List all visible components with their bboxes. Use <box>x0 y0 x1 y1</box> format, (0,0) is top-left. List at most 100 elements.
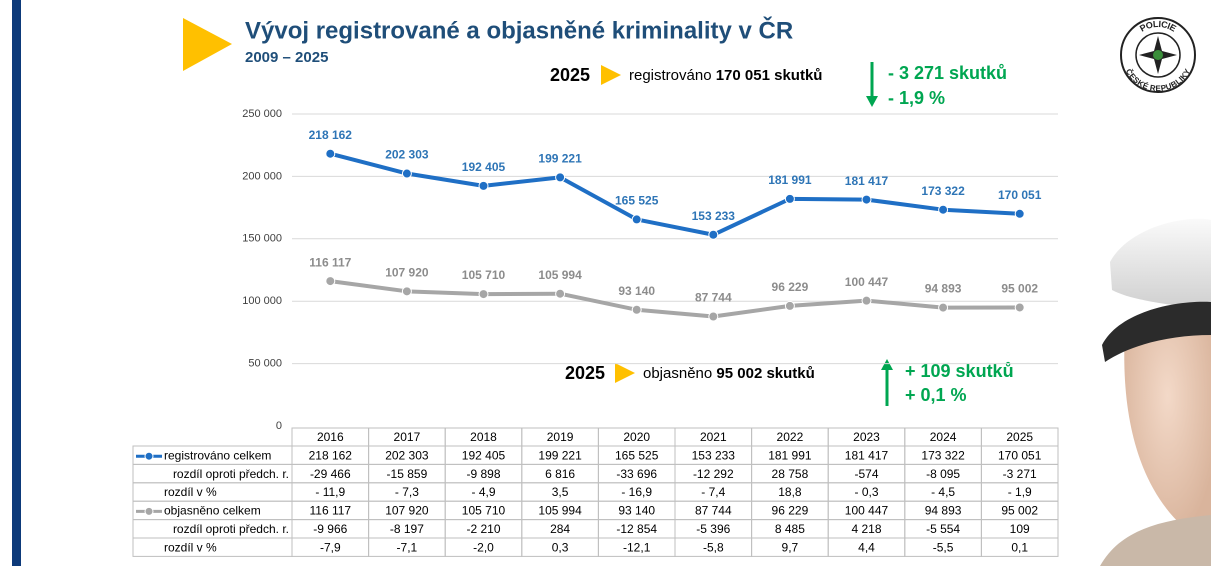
table-value: -7,1 <box>397 540 418 554</box>
table-value: 109 <box>1010 522 1030 536</box>
table-value: - 7,4 <box>701 485 725 499</box>
table-value: 0,3 <box>552 540 569 554</box>
point <box>556 289 565 298</box>
table-value: -2,0 <box>473 540 494 554</box>
legend-marker <box>145 452 153 460</box>
table-value: 6 816 <box>545 467 575 481</box>
table-value: - 4,9 <box>471 485 495 499</box>
data-label: 116 117 <box>309 255 351 269</box>
point <box>632 215 641 224</box>
table-value: -8 095 <box>926 467 960 481</box>
point <box>1015 209 1024 218</box>
table-value: 192 405 <box>462 448 506 462</box>
table-value: 94 893 <box>925 504 962 518</box>
data-label: 192 405 <box>462 160 506 174</box>
table-value: 181 991 <box>768 448 812 462</box>
data-label: 181 417 <box>845 174 889 188</box>
data-label: 93 140 <box>618 284 655 298</box>
table-value: -33 696 <box>616 467 657 481</box>
title-triangle <box>183 18 232 71</box>
table-value: 153 233 <box>692 448 736 462</box>
table-value: -8 197 <box>390 522 424 536</box>
table-value: 218 162 <box>309 448 353 462</box>
x-tick-label: 2019 <box>547 430 574 444</box>
x-tick-label: 2022 <box>777 430 804 444</box>
data-label: 107 920 <box>385 265 429 279</box>
photo-collar <box>1100 515 1211 566</box>
row-label: rozdíl oproti předch. r. <box>173 522 289 536</box>
table-value: 8 485 <box>775 522 805 536</box>
table-value: -9 966 <box>313 522 347 536</box>
table-value: 181 417 <box>845 448 889 462</box>
data-label: 105 710 <box>462 268 506 282</box>
arrow-head <box>866 96 878 107</box>
y-tick-label: 250 000 <box>242 108 282 120</box>
table-value: 202 303 <box>385 448 429 462</box>
table-value: 199 221 <box>538 448 582 462</box>
point <box>1015 303 1024 312</box>
table-value: 173 322 <box>921 448 965 462</box>
table-value: 18,8 <box>778 485 802 499</box>
legend-marker <box>145 507 153 515</box>
table-value: 100 447 <box>845 504 889 518</box>
data-label: 165 525 <box>615 194 659 208</box>
table-value: 116 117 <box>309 504 351 518</box>
data-label: 199 221 <box>538 152 582 166</box>
point <box>479 181 488 190</box>
y-tick-label: 100 000 <box>242 295 282 307</box>
logo-center <box>1153 50 1163 60</box>
row-label: rozdíl v % <box>164 540 217 554</box>
annotation-top: 2025 registrováno 170 051 skutků - 3 271… <box>550 62 1007 108</box>
x-tick-label: 2016 <box>317 430 344 444</box>
point <box>632 305 641 314</box>
table-value: 107 920 <box>385 504 429 518</box>
data-label: 100 447 <box>845 275 889 289</box>
row-label: rozdíl oproti předch. r. <box>173 467 289 481</box>
photo <box>1100 219 1211 566</box>
series-line <box>330 281 1019 316</box>
data-label: 202 303 <box>385 148 429 162</box>
annotation-year: 2025 <box>550 65 590 85</box>
page: {"header": {"title": "Vývoj registrované… <box>0 0 1211 566</box>
y-tick-label: 50 000 <box>248 358 282 370</box>
annotation-triangle <box>615 363 635 383</box>
x-tick-label: 2025 <box>1006 430 1033 444</box>
x-tick-label: 2021 <box>700 430 727 444</box>
table-value: -9 898 <box>466 467 500 481</box>
annotation-change: - 3 271 skutků <box>888 63 1007 83</box>
annotation-text: objasněno 95 002 skutků <box>643 365 815 382</box>
table-value: -12 292 <box>693 467 734 481</box>
data-label: 173 322 <box>921 184 965 198</box>
table-value: -7,9 <box>320 540 341 554</box>
table-value: 9,7 <box>782 540 799 554</box>
table-value: 28 758 <box>772 467 809 481</box>
annotation-change-pct: - 1,9 % <box>888 88 945 108</box>
photo-cap <box>1110 219 1211 310</box>
point <box>402 169 411 178</box>
point <box>862 195 871 204</box>
annotation-change-pct: + 0,1 % <box>905 385 967 405</box>
slide: Vývoj registrované a objasněné kriminali… <box>0 0 1211 566</box>
table-value: -574 <box>854 467 878 481</box>
series-line <box>330 154 1019 235</box>
annotation-bottom: 2025 objasněno 95 002 skutků + 109 skutk… <box>565 359 1014 406</box>
title: Vývoj registrované a objasněné kriminali… <box>245 16 793 44</box>
table-value: 105 994 <box>538 504 582 518</box>
y-tick-label: 0 <box>276 420 282 432</box>
x-tick-label: 2020 <box>623 430 650 444</box>
x-tick-label: 2018 <box>470 430 497 444</box>
point <box>556 173 565 182</box>
table-value: 105 710 <box>462 504 506 518</box>
row-label: rozdíl v % <box>164 485 217 499</box>
subtitle: 2009 – 2025 <box>245 49 328 66</box>
data-label: 153 233 <box>692 209 736 223</box>
table-value: 165 525 <box>615 448 659 462</box>
table-value: - 7,3 <box>395 485 419 499</box>
table-value: 95 002 <box>1001 504 1038 518</box>
table-value: -5,8 <box>703 540 724 554</box>
table-value: -2 210 <box>466 522 500 536</box>
table-value: -5,5 <box>933 540 954 554</box>
annotation-triangle <box>601 65 621 85</box>
point <box>939 303 948 312</box>
